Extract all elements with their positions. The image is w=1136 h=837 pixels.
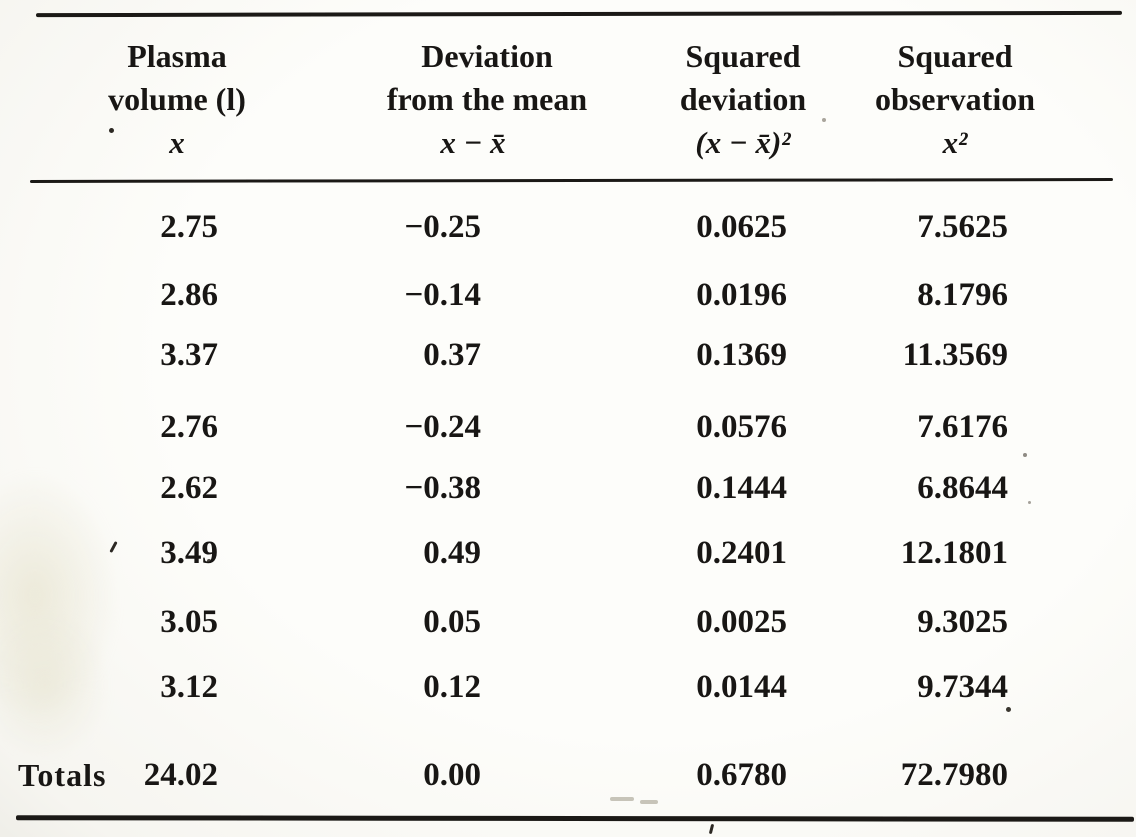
scan-tick-mark xyxy=(708,823,715,835)
table-cell: −0.25 xyxy=(404,209,481,245)
table-cell: 3.12 xyxy=(160,669,218,705)
table-cell: 3.49 xyxy=(160,535,218,571)
header-symbol: x xyxy=(169,125,185,160)
table-cell: 0.05 xyxy=(423,604,481,640)
table-header-rule xyxy=(29,178,1114,183)
table-row: 2.86 −0.14 0.0196 8.1796 xyxy=(0,277,1136,313)
table-row: 2.62 −0.38 0.1444 6.8644 xyxy=(0,470,1136,506)
header-line: Squared xyxy=(897,38,1013,74)
table-cell: 0.0025 xyxy=(696,604,787,640)
scan-smudge xyxy=(610,797,634,801)
table-cell: 0.0625 xyxy=(696,209,787,245)
scan-speck xyxy=(1028,501,1031,504)
table-cell: 7.5625 xyxy=(917,209,1008,245)
table-cell: 0.0576 xyxy=(696,409,787,445)
table-cell: 6.8644 xyxy=(917,470,1008,506)
header-line: observation xyxy=(875,81,1035,117)
table-cell: 0.49 xyxy=(423,535,481,571)
table-cell: −0.24 xyxy=(404,409,481,445)
table-cell: 0.2401 xyxy=(696,535,787,571)
header-line: deviation xyxy=(679,81,807,117)
header-symbol: x² xyxy=(942,125,968,160)
column-header-squared-deviation: Squared deviation (x − x̄)² xyxy=(593,35,893,164)
column-header-squared-observation: Squared observation x² xyxy=(805,35,1105,164)
column-header-deviation: Deviation from the mean x − x̄ xyxy=(337,35,637,164)
header-line: Squared xyxy=(685,38,801,74)
header-symbol: x − x̄ xyxy=(440,125,506,160)
table-cell: 0.0144 xyxy=(696,669,787,705)
totals-cell: 0.00 xyxy=(423,757,481,793)
table-cell: 0.37 xyxy=(423,337,481,373)
table-cell: 2.75 xyxy=(160,209,218,245)
totals-cell: 72.7980 xyxy=(900,757,1008,793)
table-row: 3.37 0.37 0.1369 11.3569 xyxy=(0,337,1136,373)
header-line: Plasma xyxy=(127,38,227,74)
header-line: from the mean xyxy=(386,81,588,117)
table-cell: −0.38 xyxy=(404,470,481,506)
table-cell: 0.1444 xyxy=(696,470,787,506)
header-line: Deviation xyxy=(421,38,553,74)
totals-row: Totals 24.02 0.00 0.6780 72.7980 xyxy=(0,757,1136,793)
table-cell: 3.05 xyxy=(160,604,218,640)
table-cell: 0.12 xyxy=(423,669,481,705)
table-bottom-rule xyxy=(15,815,1135,822)
scan-speck xyxy=(1006,707,1011,712)
scan-smudge xyxy=(640,800,658,804)
table-cell: 0.1369 xyxy=(696,337,787,373)
table-row: 3.49 0.49 0.2401 12.1801 xyxy=(0,535,1136,571)
column-header-plasma-volume: Plasma volume (l) x xyxy=(27,35,327,164)
table-cell: 9.3025 xyxy=(917,604,1008,640)
table-cell: 9.7344 xyxy=(917,669,1008,705)
totals-label: Totals xyxy=(18,757,107,793)
totals-cell: 0.6780 xyxy=(696,757,787,793)
table-cell: 2.76 xyxy=(160,409,218,445)
table-cell: 3.37 xyxy=(160,337,218,373)
table-row: 3.05 0.05 0.0025 9.3025 xyxy=(0,604,1136,640)
table-top-rule xyxy=(35,10,1123,18)
header-line: volume (l) xyxy=(108,81,246,117)
header-symbol: (x − x̄)² xyxy=(695,125,791,160)
scan-speck xyxy=(822,118,826,122)
totals-cell: 24.02 xyxy=(143,757,218,793)
table-cell: 2.86 xyxy=(160,277,218,313)
table-cell: 12.1801 xyxy=(900,535,1008,571)
table-cell: 11.3569 xyxy=(902,337,1008,373)
scan-speck xyxy=(109,128,114,133)
table-row: 3.12 0.12 0.0144 9.7344 xyxy=(0,669,1136,705)
scan-speck xyxy=(1023,453,1027,457)
table-cell: 7.6176 xyxy=(917,409,1008,445)
table-cell: 8.1796 xyxy=(917,277,1008,313)
table-cell: 0.0196 xyxy=(696,277,787,313)
table-cell: −0.14 xyxy=(404,277,481,313)
table-cell: 2.62 xyxy=(160,470,218,506)
table-row: 2.76 −0.24 0.0576 7.6176 xyxy=(0,409,1136,445)
table-row: 2.75 −0.25 0.0625 7.5625 xyxy=(0,209,1136,245)
scan-speck xyxy=(207,559,211,563)
